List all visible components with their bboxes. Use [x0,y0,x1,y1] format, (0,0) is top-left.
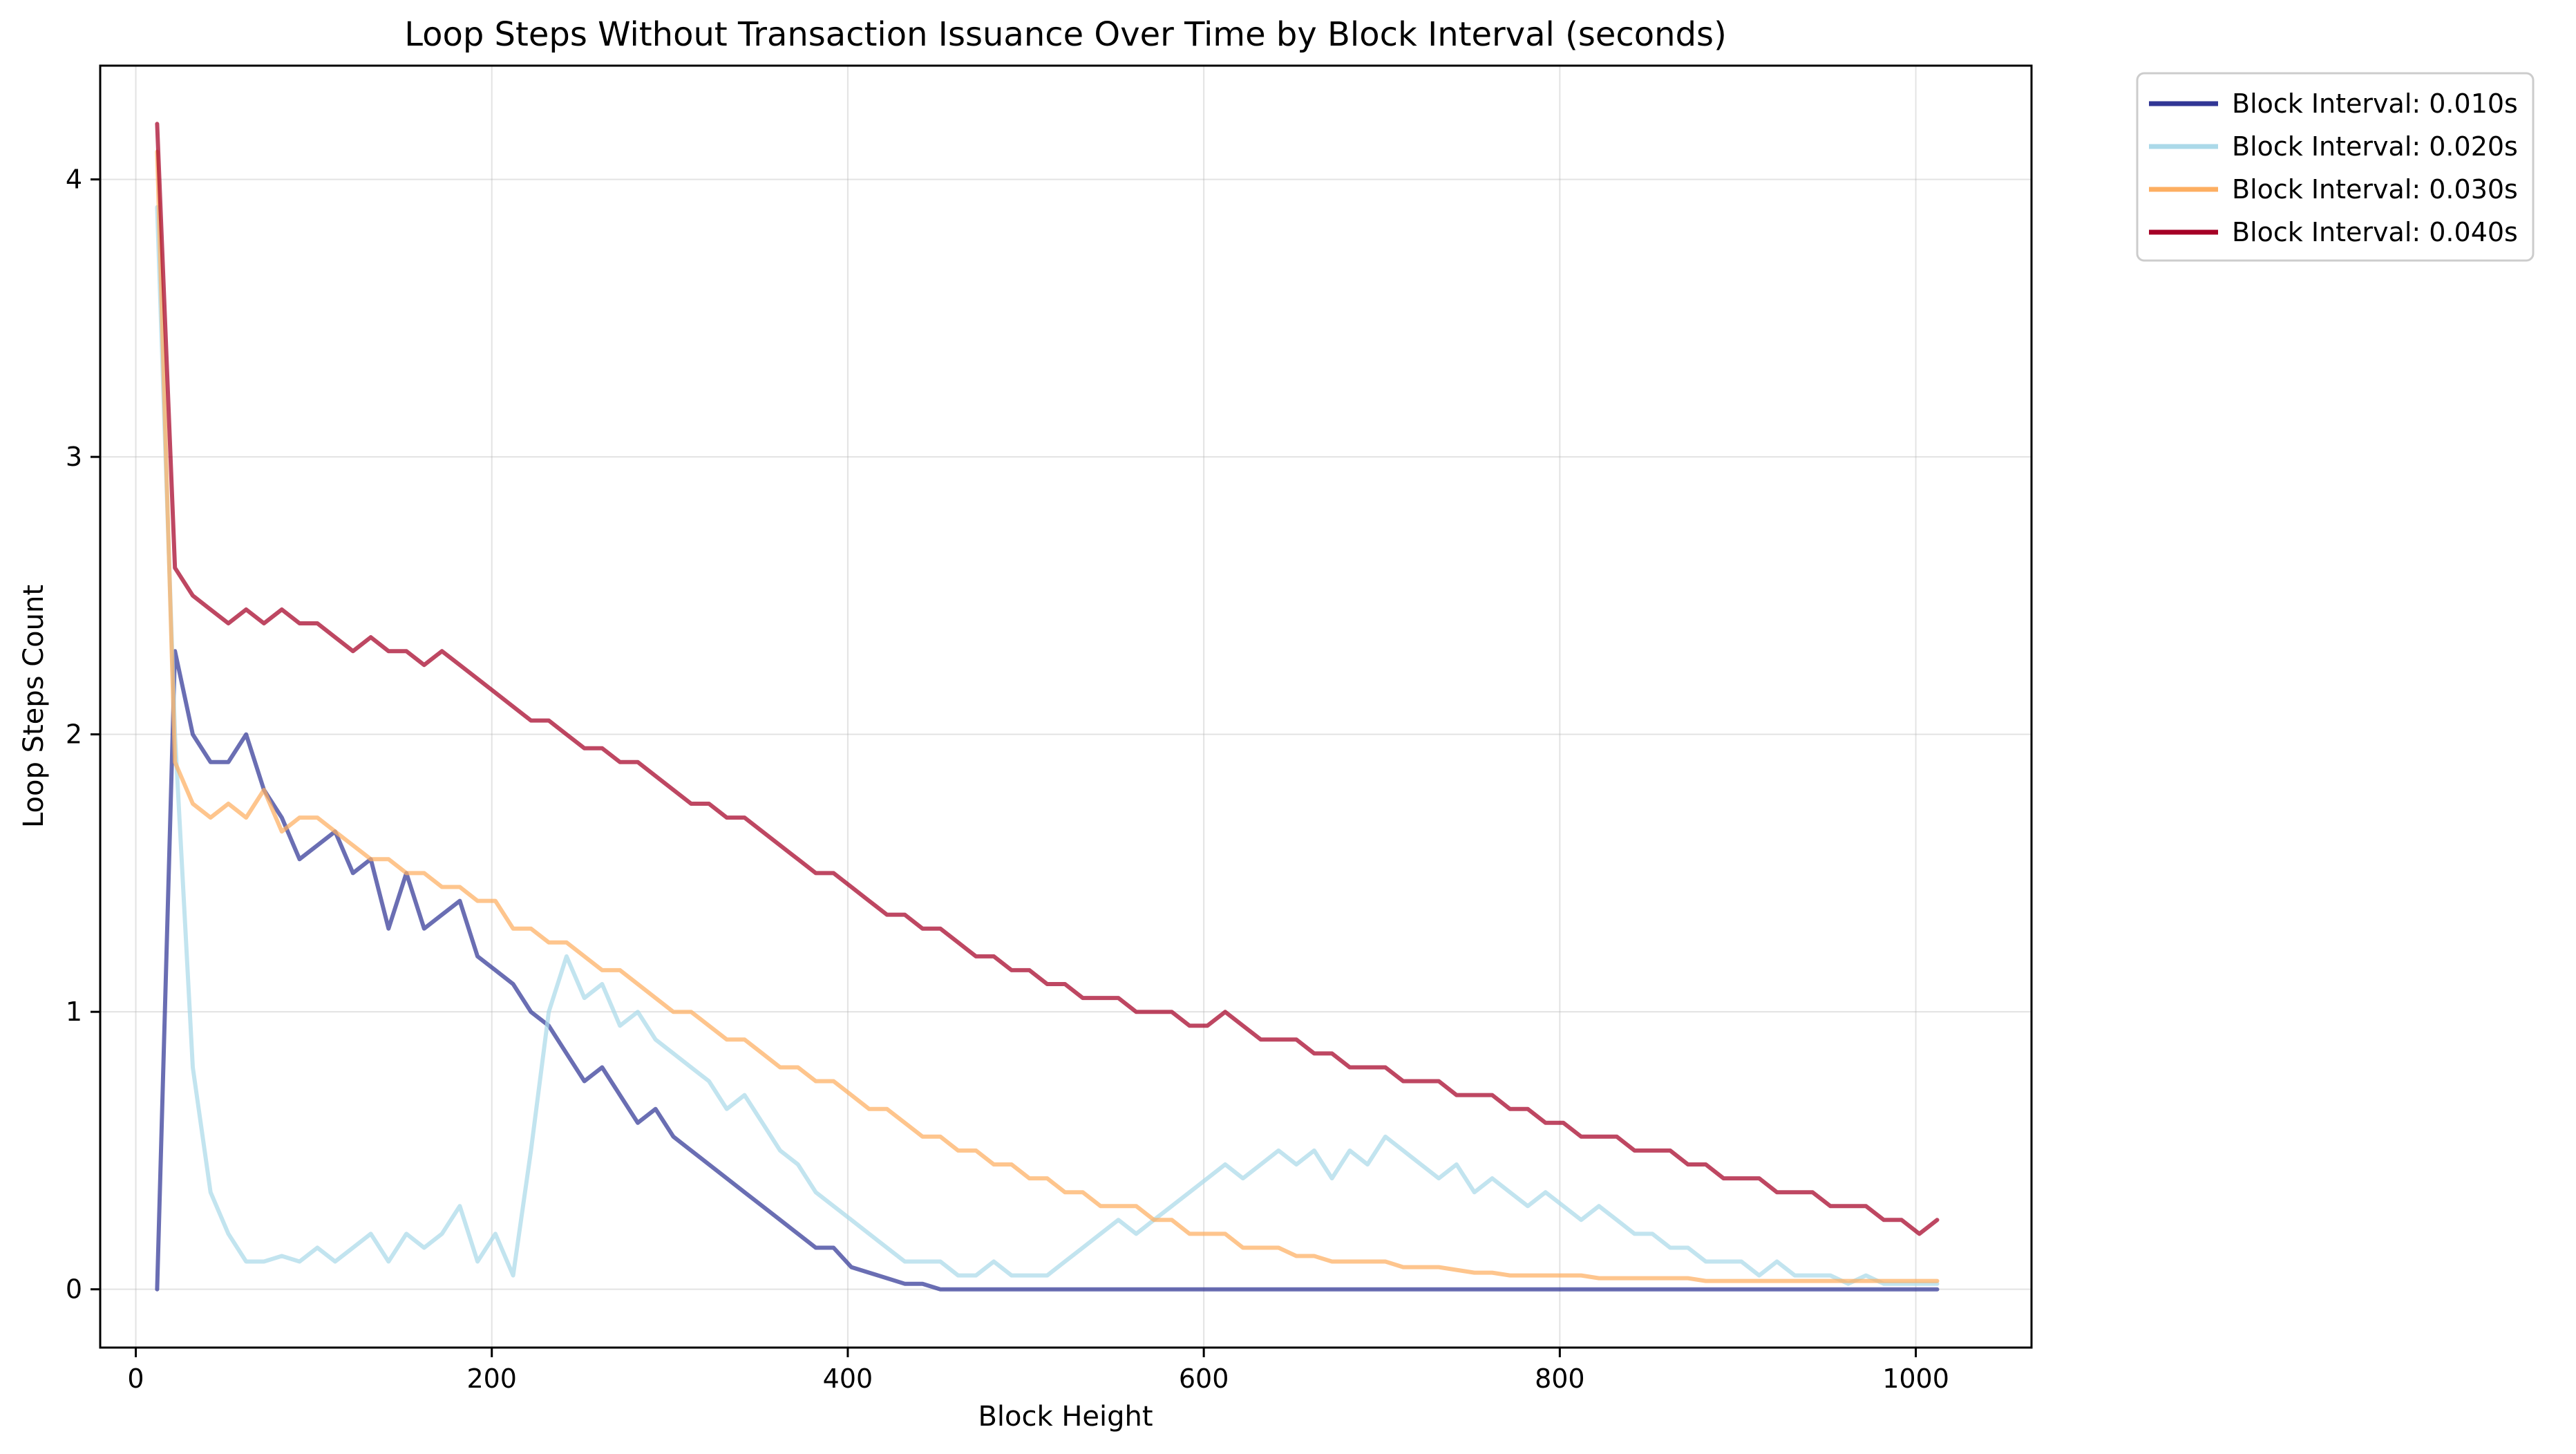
ticks: 0 200 400 600 800 1000 0 1 2 3 4 [66,164,1949,1394]
legend-label-0: Block Interval: 0.010s [2232,88,2518,119]
series-line-1 [155,205,1940,1286]
series-line-0 [155,649,1940,1292]
legend: Block Interval: 0.010s Block Interval: 0.… [2136,72,2535,262]
legend-frame [2136,72,2535,262]
y-tick-label-3: 3 [66,442,82,472]
x-axis-label: Block Height [978,1401,1153,1433]
legend-label-3: Block Interval: 0.040s [2232,217,2518,247]
y-tick-label-2: 2 [66,719,82,750]
y-tick-label-4: 4 [66,164,82,195]
series-layer [155,122,1940,1292]
y-axis-label: Loop Steps Count [18,585,50,828]
y-tick-label-1: 1 [66,997,82,1027]
y-tick-label-0: 0 [66,1274,82,1305]
x-tick-label-0: 0 [127,1363,144,1394]
series-line-2 [155,149,1940,1283]
x-tick-label-3: 600 [1179,1363,1229,1394]
grid [100,66,2032,1348]
chart-title: Loop Steps Without Transaction Issuance … [404,15,1727,54]
legend-label-2: Block Interval: 0.030s [2232,174,2518,205]
x-tick-label-1: 200 [466,1363,517,1394]
x-tick-label-4: 800 [1535,1363,1585,1394]
x-tick-label-5: 1000 [1882,1363,1949,1394]
x-tick-label-2: 400 [823,1363,873,1394]
series-line-3 [155,122,1940,1236]
plot-frame [99,64,2033,1349]
legend-label-1: Block Interval: 0.020s [2232,131,2518,162]
